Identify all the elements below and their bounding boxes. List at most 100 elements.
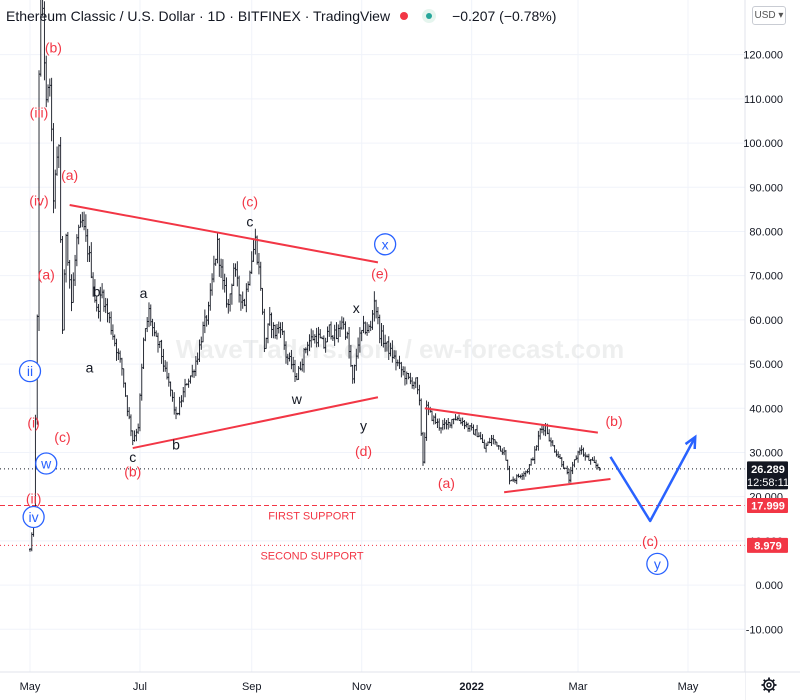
ohlc-bar — [97, 304, 100, 319]
ohlc-bar — [138, 393, 141, 432]
ohlc-bar — [113, 334, 116, 347]
ohlc-bar — [560, 456, 563, 468]
ohlc-bar — [461, 417, 464, 426]
ohlc-bar — [521, 473, 524, 480]
y-tick-label: 30.000 — [749, 447, 783, 459]
ohlc-bar — [86, 228, 89, 262]
ohlc-bar — [568, 468, 571, 484]
wave-label: (iii) — [30, 104, 49, 120]
ohlc-bar — [470, 422, 473, 431]
countdown-label: 12:58:11 — [747, 477, 789, 489]
ohlc-bar — [236, 261, 239, 287]
ohlc-bar — [147, 302, 150, 328]
ohlc-bar — [212, 255, 215, 283]
ohlc-bar — [503, 447, 506, 456]
ohlc-bar — [158, 340, 161, 349]
trendline[interactable] — [132, 396, 379, 450]
ohlc-bar — [499, 445, 502, 452]
ohlc-bar — [434, 413, 437, 425]
ohlc-bar — [162, 348, 165, 372]
ohlc-bar — [203, 309, 206, 334]
ohlc-bar — [376, 306, 379, 325]
price-series — [29, 0, 601, 552]
ohlc-bar — [418, 384, 421, 406]
ohlc-bar — [459, 417, 462, 425]
gear-icon[interactable] — [761, 677, 777, 693]
svg-text:x: x — [382, 236, 389, 252]
circled-wave-label: ii — [18, 360, 42, 383]
market-status-dot — [400, 12, 409, 20]
projection-line[interactable] — [609, 436, 697, 523]
trendline[interactable] — [69, 203, 379, 264]
x-tick-label: May — [678, 681, 699, 693]
currency-select[interactable]: USD ▾ — [752, 6, 786, 25]
ohlc-bar — [458, 414, 461, 421]
ohlc-bar — [29, 548, 31, 552]
ohlc-bar — [515, 474, 518, 485]
ohlc-bar — [479, 431, 482, 440]
x-tick-label: Mar — [569, 681, 588, 693]
ohlc-bar — [218, 238, 221, 277]
ohlc-bar — [575, 455, 578, 461]
wave-label: (ii) — [26, 490, 42, 506]
wave-label: (e) — [371, 265, 388, 281]
y-tick-label: 90.000 — [749, 182, 783, 194]
ohlc-bar — [66, 232, 69, 266]
projection-path — [609, 434, 697, 523]
ohlc-bar — [569, 466, 572, 483]
circled-wave-label: x — [373, 233, 397, 256]
wave-label: b — [172, 436, 180, 452]
ohlc-bar — [169, 381, 172, 397]
price-axis-bg — [745, 0, 800, 700]
wave-label: (a) — [38, 267, 55, 283]
symbol-title[interactable]: Ethereum Classic / U.S. Dollar · 1D · BI… — [6, 8, 391, 24]
ohlc-bar — [450, 418, 453, 429]
ohlc-bar — [189, 375, 192, 384]
ohlc-bar — [39, 0, 42, 77]
ohlc-bar — [416, 377, 419, 395]
trendline[interactable] — [503, 478, 611, 494]
ohlc-bar — [492, 434, 495, 445]
ohlc-bar — [72, 272, 75, 303]
ohlc-bar — [373, 291, 376, 322]
ohlc-bar — [441, 419, 444, 431]
ohlc-bar — [420, 398, 423, 436]
ohlc-bar — [57, 144, 60, 169]
support-label: SECOND SUPPORT — [260, 550, 363, 562]
ohlc-bar — [512, 476, 515, 482]
svg-text:ii: ii — [27, 363, 33, 379]
ohlc-bar — [488, 437, 491, 444]
wave-label: (iv) — [29, 192, 48, 208]
ohlc-bar — [522, 471, 525, 480]
ohlc-bar — [54, 169, 57, 209]
price-axis[interactable]: 120.000 110.000 100.000 90.000 80.000 70.000 6… — [743, 0, 800, 700]
wave-label: w — [291, 391, 303, 407]
ohlc-bar — [155, 330, 158, 337]
ohlc-bar — [596, 463, 599, 470]
price-marker — [747, 537, 788, 553]
ohlc-bar — [209, 283, 212, 311]
y-tick-label: 0.000 — [755, 580, 783, 592]
ohlc-bar — [110, 311, 113, 335]
x-tick-label: Jul — [133, 681, 147, 693]
ohlc-bar — [407, 372, 410, 380]
ohlc-bar — [187, 378, 190, 388]
y-tick-label: 70.000 — [749, 271, 783, 283]
trendline[interactable] — [424, 407, 599, 434]
support-lines: FIRST SUPPORT SECOND SUPPORT — [0, 468, 745, 562]
wave-label: (b) — [45, 39, 62, 55]
ohlc-bar — [510, 479, 513, 482]
ohlc-bar — [191, 364, 194, 378]
arrow-head-icon — [684, 434, 697, 450]
y-tick-label: -10.000 — [746, 624, 783, 636]
ohlc-bar — [497, 444, 500, 450]
ohlc-bar — [230, 283, 233, 305]
ohlc-bar — [81, 211, 84, 228]
ohlc-bar — [591, 457, 594, 461]
time-axis[interactable]: May Jul Sep Nov 2022 Mar May — [0, 671, 800, 700]
ohlc-bar — [463, 420, 466, 430]
ohlc-bar — [494, 439, 497, 445]
ohlc-bar — [176, 412, 179, 416]
ohlc-bar — [122, 368, 125, 388]
